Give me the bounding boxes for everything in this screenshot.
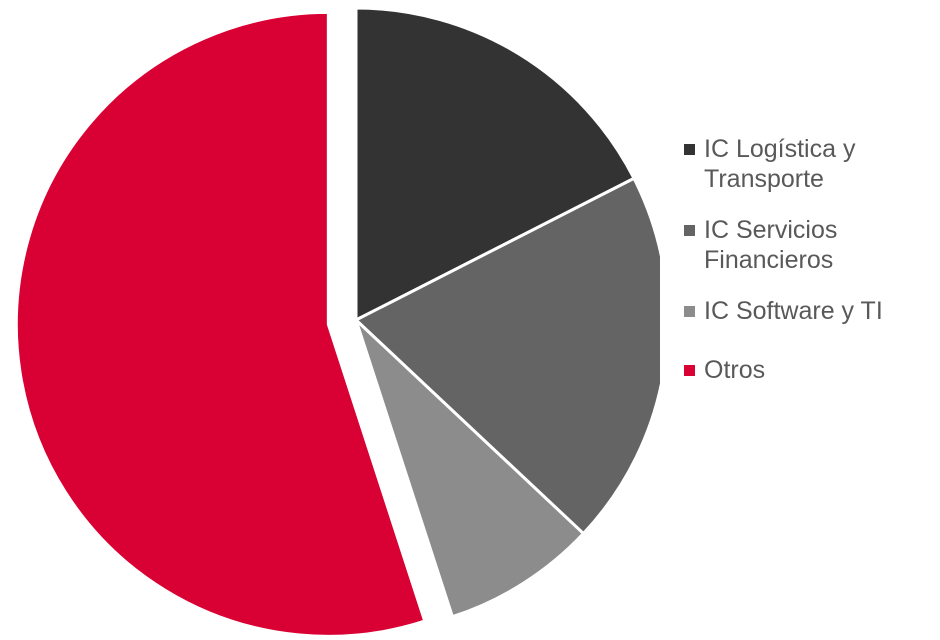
chart-legend: IC Logística y Transporte IC Servicios F… (684, 134, 934, 406)
pie-chart (14, 6, 660, 638)
legend-item-ic-servicios: IC Servicios Financieros (684, 215, 934, 275)
legend-label-ic-servicios: IC Servicios Financieros (704, 216, 838, 274)
pie-slice-1 (354, 176, 660, 536)
legend-swatch-ic-software (684, 306, 695, 317)
legend-swatch-ic-logistica (684, 144, 695, 155)
legend-label-ic-logistica: IC Logística y Transporte (704, 135, 856, 193)
pie-slice-0 (354, 6, 636, 322)
legend-item-ic-logistica: IC Logística y Transporte (684, 134, 934, 194)
legend-item-ic-software: IC Software y TI (684, 296, 934, 326)
legend-swatch-ic-servicios (684, 225, 695, 236)
legend-swatch-otros (684, 365, 695, 376)
pie-slice-3 (14, 10, 427, 638)
pie-slice-2 (354, 318, 585, 619)
legend-item-otros: Otros (684, 355, 934, 385)
legend-label-ic-software: IC Software y TI (704, 297, 883, 325)
legend-label-otros: Otros (704, 356, 766, 384)
